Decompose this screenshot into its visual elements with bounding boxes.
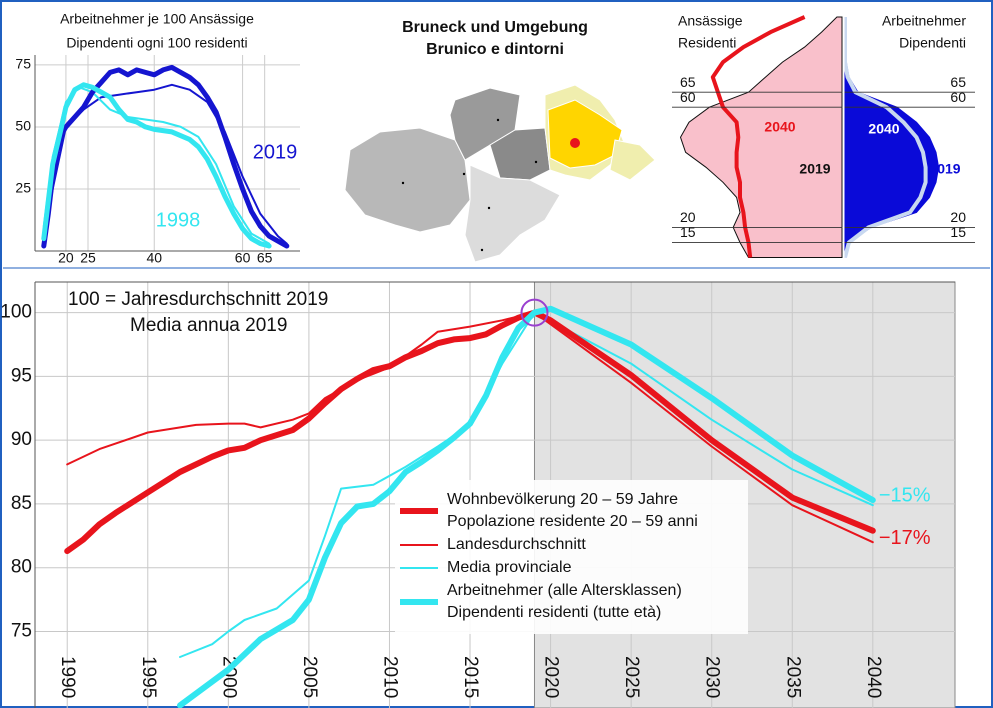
legend-box xyxy=(395,480,748,634)
series-line xyxy=(179,311,874,658)
y-tick-label: 15 xyxy=(680,224,696,240)
x-tick-label: 2020 xyxy=(541,656,562,698)
y-tick-label: 25 xyxy=(15,180,31,196)
x-tick-label: 25 xyxy=(80,250,96,266)
series-label: 2040 xyxy=(868,121,899,137)
y-tick-label: 65 xyxy=(680,74,696,90)
x-tick-label: 1995 xyxy=(138,656,159,698)
area xyxy=(844,17,940,258)
x-tick-label: 60 xyxy=(235,250,251,266)
highlight-circle xyxy=(520,298,549,327)
y-tick-label: 60 xyxy=(680,89,696,105)
y-tick-label: 100 xyxy=(0,302,32,323)
map xyxy=(344,84,656,263)
y-tick-label: 65 xyxy=(950,74,966,90)
annotation: 100 = Jahresdurchschnitt 2019 xyxy=(68,289,328,310)
chart-title: Arbeitnehmer je 100 Ansässige xyxy=(60,11,254,27)
y-tick-label: 80 xyxy=(11,557,32,578)
map-subtitle: Brunico e dintorni xyxy=(426,41,564,58)
x-tick-label: 20 xyxy=(58,250,74,266)
series-label: 2040 xyxy=(764,119,795,135)
x-tick-label: 2035 xyxy=(782,656,803,698)
x-tick-label: 2030 xyxy=(702,656,723,698)
x-tick-label: 65 xyxy=(257,250,273,266)
legend-label: Arbeitnehmer (alle Altersklassen) xyxy=(447,582,682,599)
series-line xyxy=(177,305,876,708)
series-label: 2019 xyxy=(799,161,830,177)
x-tick-label: 2005 xyxy=(299,656,320,698)
x-tick-label: 2025 xyxy=(621,656,642,698)
series-line xyxy=(41,64,290,249)
x-tick-label: 2040 xyxy=(863,656,884,698)
small-chart: Arbeitnehmer je 100 Ansässige Dipendenti … xyxy=(15,11,300,266)
lines xyxy=(64,305,876,708)
series-line xyxy=(41,82,272,249)
legend-label: Landesdurchschnitt xyxy=(447,536,586,553)
series-label: 2019 xyxy=(253,141,298,163)
y-tick-label: 95 xyxy=(11,365,32,386)
annotation: Media annua 2019 xyxy=(130,315,287,336)
chart-subtitle: Dipendenti ogni 100 residenti xyxy=(66,35,247,51)
series-label: 1998 xyxy=(156,209,201,231)
end-label: −17% xyxy=(879,527,931,549)
y-tick-label: 75 xyxy=(15,56,31,72)
legend-label: Media provinciale xyxy=(447,559,572,576)
map-title: Bruneck und Umgebung xyxy=(402,19,588,36)
y-tick-label: 85 xyxy=(11,493,32,514)
series-label: 2019 xyxy=(929,161,960,177)
y-tick-label: 20 xyxy=(950,209,966,225)
legend-label: Popolazione residente 20 – 59 anni xyxy=(447,513,698,530)
lines xyxy=(41,64,290,249)
x-tick-label: 40 xyxy=(146,250,162,266)
profile-line xyxy=(710,15,806,258)
x-tick-label: 1990 xyxy=(57,656,78,698)
y-tick-label: 50 xyxy=(15,118,31,134)
area xyxy=(679,16,843,259)
legend-label: Wohnbevölkerung 20 – 59 Jahre xyxy=(447,491,678,508)
x-tick-label: 2015 xyxy=(460,656,481,698)
x-tick-label: 2010 xyxy=(379,656,400,698)
panel-title: Dipendenti xyxy=(899,35,966,51)
panel-title: Ansässige xyxy=(678,13,743,29)
panel-title: Residenti xyxy=(678,35,736,51)
y-tick-label: 60 xyxy=(950,89,966,105)
y-tick-label: 15 xyxy=(950,224,966,240)
panel-title: Arbeitnehmer xyxy=(882,13,966,29)
end-label: −15% xyxy=(879,484,931,506)
legend-label: Dipendenti residenti (tutte età) xyxy=(447,604,661,621)
profile-line xyxy=(843,17,928,259)
y-tick-label: 20 xyxy=(680,209,696,225)
y-tick-label: 90 xyxy=(11,429,32,450)
y-tick-label: 75 xyxy=(11,620,32,641)
